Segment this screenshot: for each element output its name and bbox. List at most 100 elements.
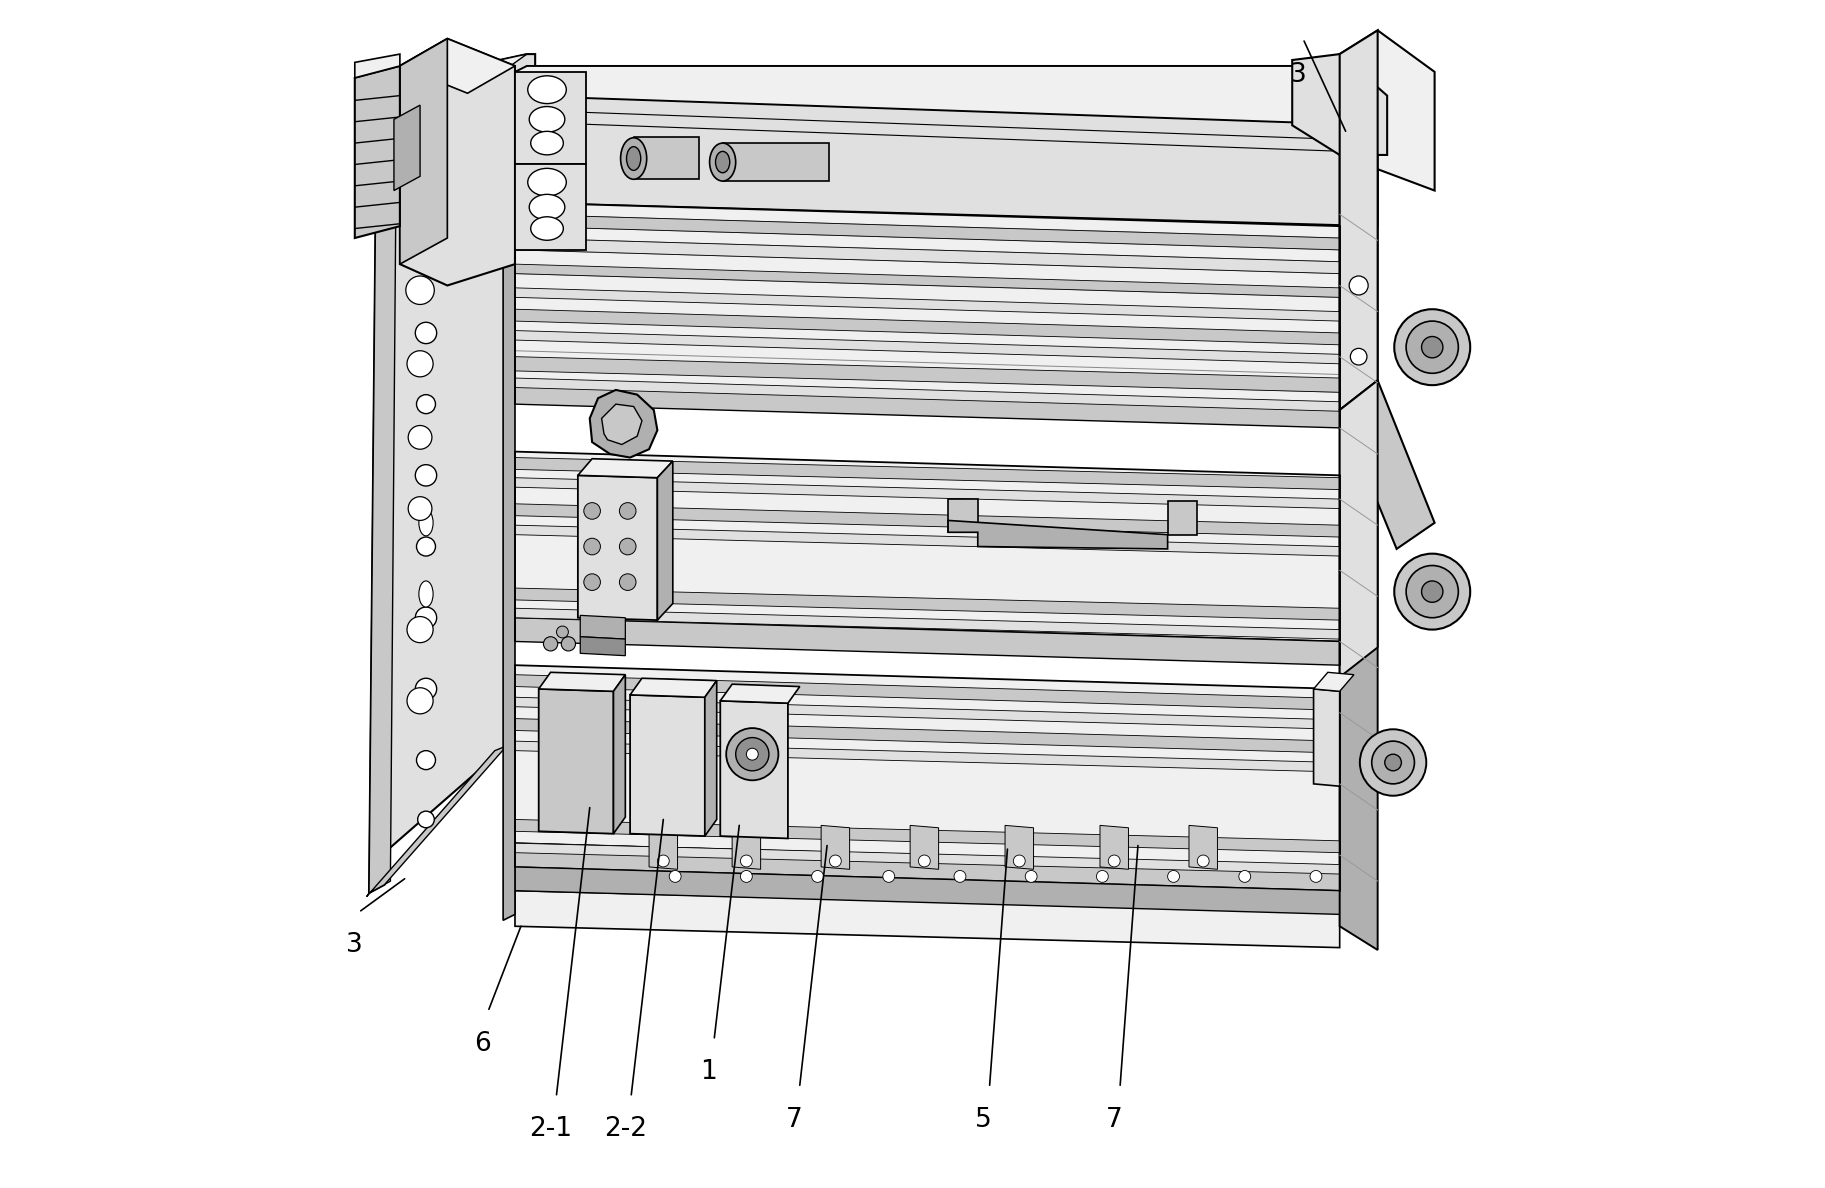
Polygon shape [579, 475, 657, 620]
Polygon shape [515, 675, 1340, 710]
Circle shape [670, 871, 681, 883]
Circle shape [883, 871, 894, 883]
Polygon shape [515, 264, 1340, 297]
Polygon shape [515, 741, 1340, 772]
Ellipse shape [715, 151, 730, 172]
Text: 1: 1 [701, 1060, 717, 1085]
Text: 2-1: 2-1 [529, 1116, 571, 1142]
Ellipse shape [529, 107, 564, 132]
Circle shape [405, 276, 434, 304]
Polygon shape [515, 238, 1340, 273]
Polygon shape [515, 214, 1340, 249]
Circle shape [557, 626, 568, 638]
Polygon shape [400, 39, 515, 285]
Polygon shape [633, 137, 699, 178]
Text: 7: 7 [785, 1106, 803, 1132]
Circle shape [407, 350, 433, 377]
Circle shape [407, 617, 433, 643]
Polygon shape [949, 499, 978, 532]
Polygon shape [515, 356, 1340, 392]
Circle shape [584, 538, 600, 555]
Polygon shape [515, 72, 586, 164]
Polygon shape [1292, 55, 1387, 154]
Polygon shape [580, 637, 626, 656]
Circle shape [726, 728, 779, 781]
Ellipse shape [529, 195, 564, 220]
Ellipse shape [620, 138, 646, 179]
Polygon shape [721, 684, 799, 703]
Text: 2-2: 2-2 [604, 1116, 646, 1142]
Polygon shape [704, 681, 717, 836]
Circle shape [418, 811, 434, 828]
Circle shape [741, 871, 752, 883]
Circle shape [544, 637, 558, 651]
Polygon shape [1340, 31, 1434, 190]
Ellipse shape [531, 216, 564, 240]
Text: 7: 7 [1106, 1106, 1122, 1132]
Polygon shape [911, 826, 938, 870]
Polygon shape [369, 145, 396, 893]
Polygon shape [579, 459, 673, 478]
Polygon shape [630, 695, 704, 836]
Circle shape [829, 855, 841, 867]
Polygon shape [515, 697, 1340, 729]
Circle shape [918, 855, 931, 867]
Circle shape [416, 537, 436, 556]
Circle shape [1405, 565, 1458, 618]
Circle shape [619, 574, 637, 590]
Polygon shape [1340, 380, 1434, 549]
Circle shape [1360, 729, 1427, 796]
Circle shape [562, 637, 575, 651]
Circle shape [584, 503, 600, 519]
Polygon shape [1006, 826, 1033, 870]
Circle shape [812, 871, 823, 883]
Circle shape [416, 251, 436, 272]
Circle shape [1168, 871, 1179, 883]
Polygon shape [949, 520, 1168, 549]
Polygon shape [515, 665, 1340, 867]
Polygon shape [515, 820, 1340, 853]
Polygon shape [580, 615, 626, 639]
Circle shape [735, 738, 768, 771]
Polygon shape [657, 461, 673, 620]
Polygon shape [400, 39, 515, 93]
Circle shape [416, 394, 436, 413]
Polygon shape [515, 67, 1378, 125]
Circle shape [1013, 855, 1026, 867]
Ellipse shape [531, 132, 564, 154]
Polygon shape [515, 618, 1340, 665]
Text: 3: 3 [1290, 63, 1307, 88]
Circle shape [1108, 855, 1121, 867]
Polygon shape [613, 675, 626, 834]
Polygon shape [367, 746, 507, 897]
Circle shape [1405, 321, 1458, 373]
Circle shape [416, 179, 436, 201]
Polygon shape [515, 202, 1340, 404]
Circle shape [407, 688, 433, 714]
Circle shape [416, 465, 436, 486]
Circle shape [657, 855, 670, 867]
Polygon shape [1168, 501, 1197, 535]
Polygon shape [394, 105, 420, 190]
Circle shape [409, 425, 433, 449]
Circle shape [416, 678, 436, 700]
Polygon shape [1100, 826, 1128, 870]
Circle shape [1097, 871, 1108, 883]
Ellipse shape [527, 169, 566, 196]
Polygon shape [515, 478, 1340, 508]
Polygon shape [732, 826, 761, 870]
Polygon shape [515, 287, 1340, 321]
Polygon shape [1340, 119, 1378, 950]
Circle shape [1385, 754, 1402, 771]
Polygon shape [515, 843, 1340, 874]
Polygon shape [650, 826, 677, 870]
Polygon shape [589, 390, 657, 457]
Circle shape [1350, 348, 1367, 365]
Circle shape [1422, 581, 1444, 602]
Circle shape [1026, 871, 1037, 883]
Circle shape [741, 855, 752, 867]
Polygon shape [515, 891, 1340, 948]
Polygon shape [721, 701, 788, 839]
Circle shape [416, 751, 436, 770]
Polygon shape [515, 525, 1340, 556]
